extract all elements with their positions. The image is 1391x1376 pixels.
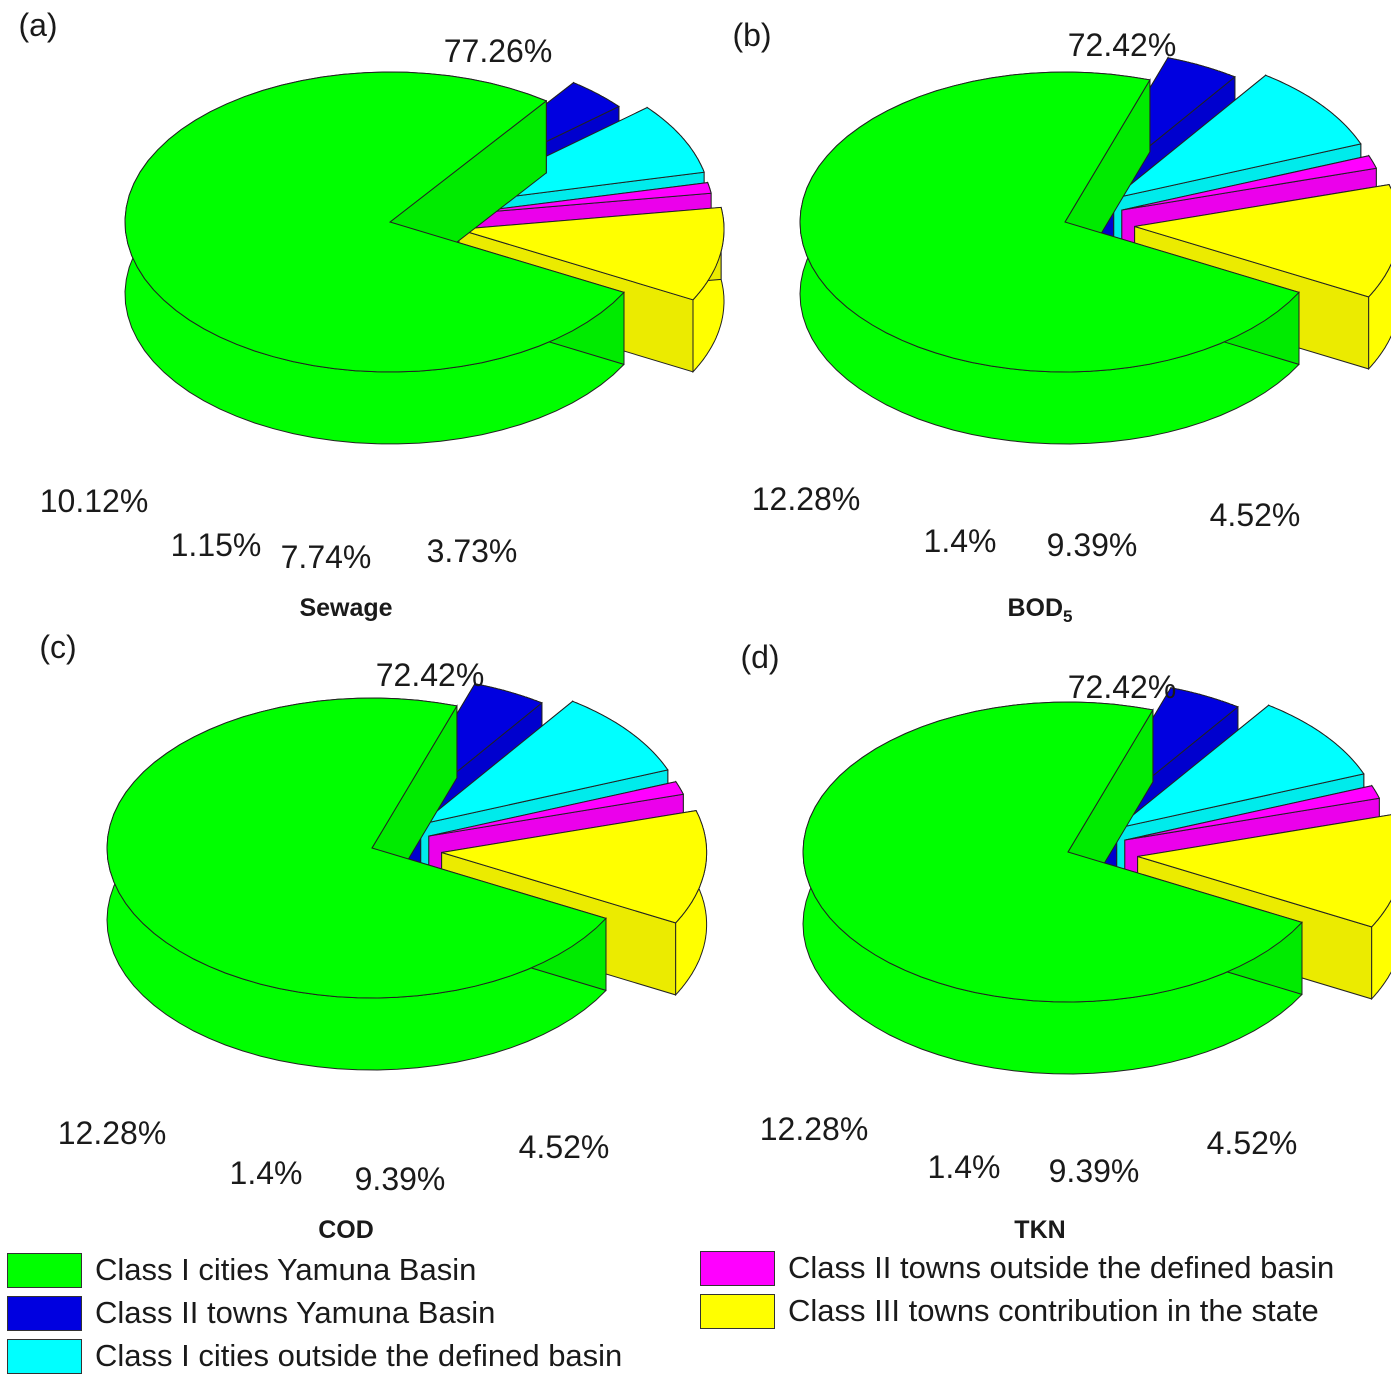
data-label-class1-outside: 9.39%: [1049, 1153, 1140, 1189]
pie-slice-class1-yamuna: [799, 71, 1300, 445]
pie-panel-2: 72.42% 4.52% 9.39% 1.4% 12.28% (b) BOD5: [732, 17, 1391, 626]
pie-panel-1: 77.26% 3.73% 7.74% 1.15% 10.12% (a) Sewage: [18, 7, 725, 622]
pie-slice-class1-yamuna: [106, 697, 607, 1071]
data-label-class2-yamuna: 4.52%: [519, 1129, 610, 1165]
data-label-class2-yamuna: 3.73%: [427, 533, 518, 569]
pie-charts-figure: 77.26% 3.73% 7.74% 1.15% 10.12% (a) Sewage 72.4…: [18, 7, 1391, 1240]
caption-subscript: 5: [1063, 607, 1072, 626]
data-label-class3-state: 10.12%: [40, 483, 149, 519]
data-label-class3-state: 12.28%: [760, 1111, 869, 1147]
data-label-class1-yamuna: 72.42%: [1068, 27, 1177, 63]
data-label-class1-outside: 9.39%: [355, 1161, 446, 1197]
data-label-class2-yamuna: 4.52%: [1210, 497, 1301, 533]
legend-swatch-class1-outside: [7, 1339, 82, 1374]
legend-swatch-class3-state: [700, 1294, 775, 1329]
pie-panel-4: 72.42% 4.52% 9.39% 1.4% 12.28% (d) TKN: [740, 639, 1391, 1240]
legend-label-class1-yamuna: Class I cities Yamuna Basin: [95, 1252, 477, 1287]
chart-caption: TKN: [1014, 1216, 1065, 1240]
data-label-class1-yamuna: 72.42%: [376, 657, 485, 693]
chart-caption: COD: [318, 1216, 374, 1240]
legend-label-class2-yamuna: Class II towns Yamuna Basin: [95, 1295, 496, 1330]
legend-label-class3-state: Class III towns contribution in the stat…: [788, 1293, 1319, 1328]
data-label-class1-yamuna: 77.26%: [444, 33, 553, 69]
legend-swatch-class2-yamuna: [7, 1296, 82, 1331]
data-label-class1-yamuna: 72.42%: [1068, 669, 1177, 705]
data-label-class1-outside: 9.39%: [1047, 527, 1138, 563]
panel-letter: (b): [732, 17, 771, 53]
data-label-class2-outside: 1.4%: [924, 523, 997, 559]
panel-letter: (c): [39, 629, 76, 665]
chart-caption: Sewage: [299, 594, 392, 622]
legend-label-class1-outside: Class I cities outside the defined basin: [95, 1338, 623, 1373]
legend-label-class2-outside: Class II towns outside the defined basin: [788, 1250, 1335, 1285]
data-label-class3-state: 12.28%: [58, 1115, 167, 1151]
panel-letter: (d): [740, 639, 779, 675]
chart-caption: BOD5: [1007, 594, 1072, 626]
panel-letter: (a): [18, 7, 57, 43]
data-label-class1-outside: 7.74%: [281, 539, 372, 575]
pie-slice-class1-yamuna: [802, 701, 1303, 1075]
pie-panel-3: 72.42% 4.52% 9.39% 1.4% 12.28% (c) COD: [39, 629, 708, 1240]
legend-swatch-class1-yamuna: [7, 1253, 82, 1288]
data-label-class2-yamuna: 4.52%: [1207, 1125, 1298, 1161]
data-label-class2-outside: 1.4%: [928, 1149, 1001, 1185]
data-label-class2-outside: 1.4%: [230, 1155, 303, 1191]
pie-slice-class1-yamuna: [124, 71, 625, 445]
data-label-class2-outside: 1.15%: [171, 527, 262, 563]
legend-swatch-class2-outside: [700, 1251, 775, 1286]
data-label-class3-state: 12.28%: [752, 481, 861, 517]
